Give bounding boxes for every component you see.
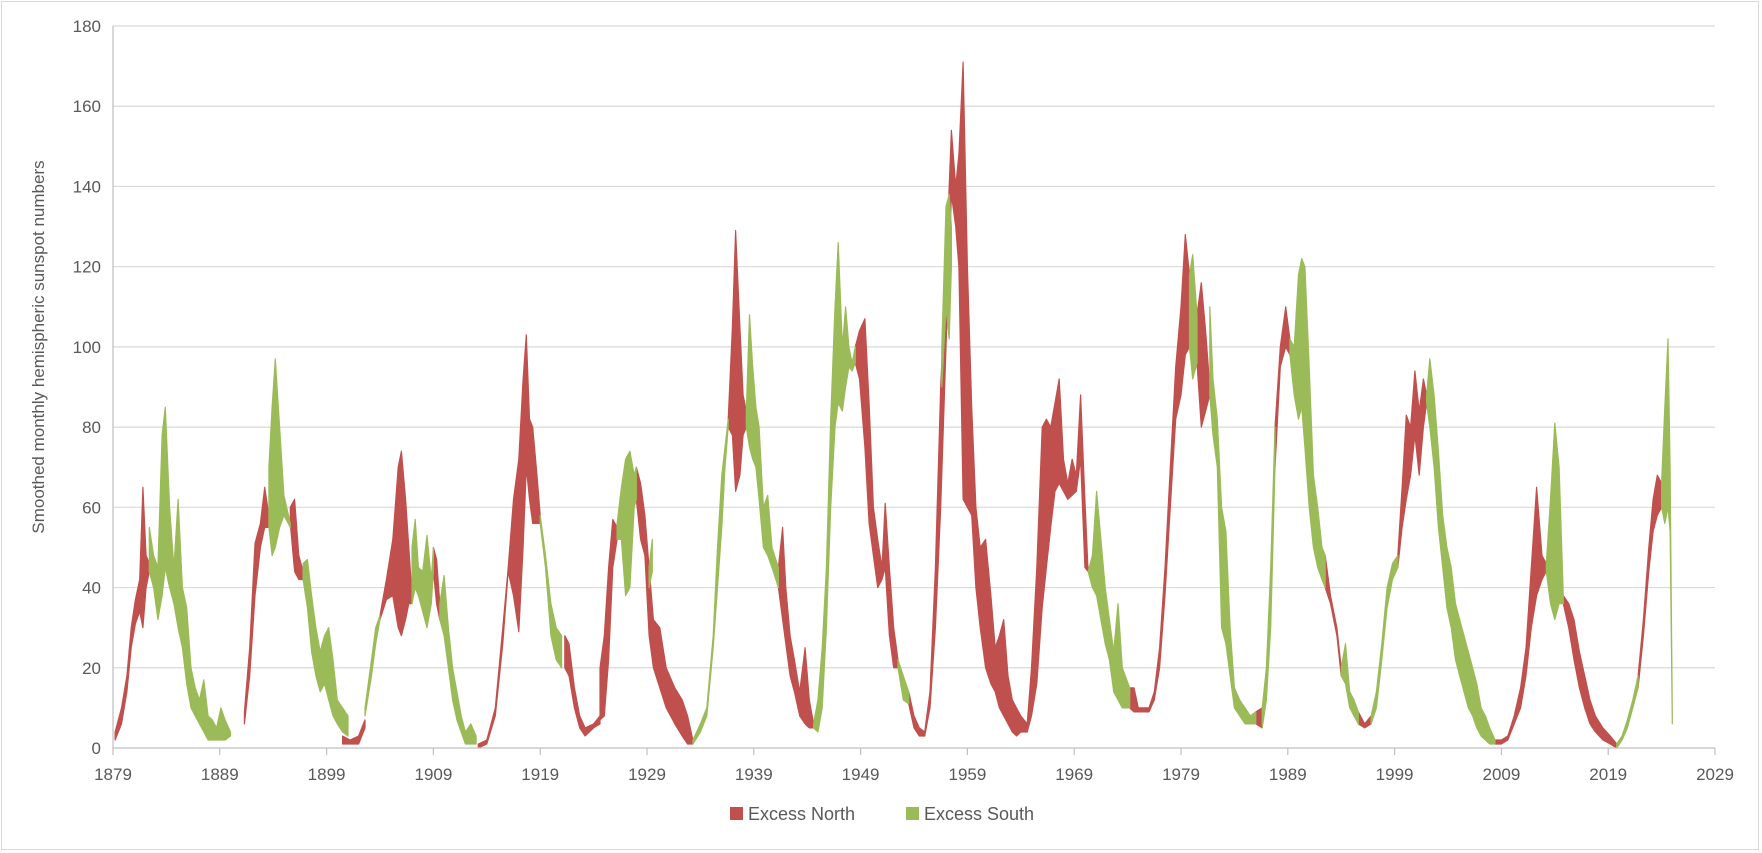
x-tick-label: 1909 xyxy=(414,765,452,784)
excess-north-band xyxy=(1494,735,1509,745)
excess-south-band xyxy=(1087,490,1131,709)
y-tick-label: 140 xyxy=(73,177,101,196)
x-tick-label: 1959 xyxy=(948,765,986,784)
excess-south-series xyxy=(148,193,1673,749)
excess-north-band xyxy=(599,518,618,721)
x-tick-label: 1879 xyxy=(94,765,132,784)
excess-north-band xyxy=(908,691,926,737)
excess-south-band xyxy=(1616,675,1639,749)
excess-south-band xyxy=(692,418,729,745)
y-tick-label: 80 xyxy=(82,418,101,437)
excess-south-band xyxy=(1660,338,1673,725)
grid-lines xyxy=(113,25,1715,669)
excess-north-band xyxy=(564,635,601,737)
y-tick-label: 180 xyxy=(73,17,101,36)
y-tick-label: 100 xyxy=(73,338,101,357)
y-tick-label: 0 xyxy=(92,739,101,758)
y-tick-label: 120 xyxy=(73,258,101,277)
legend-swatch-south xyxy=(906,807,919,820)
x-tick-label: 1999 xyxy=(1376,765,1414,784)
excess-north-band xyxy=(243,486,270,725)
series-areas xyxy=(114,61,1673,749)
excess-north-band xyxy=(854,318,899,669)
excess-south-band xyxy=(539,514,563,669)
y-tick-label: 20 xyxy=(82,659,101,678)
excess-north-band xyxy=(1397,370,1428,569)
x-tick-label: 1979 xyxy=(1162,765,1200,784)
excess-south-band xyxy=(616,450,637,597)
y-tick-label: 40 xyxy=(82,579,101,598)
excess-south-band xyxy=(1188,254,1198,380)
legend-swatch-north xyxy=(730,807,743,820)
excess-north-band xyxy=(1274,306,1291,468)
excess-south-band xyxy=(812,242,856,733)
excess-north-band xyxy=(114,486,150,741)
excess-south-band xyxy=(1425,358,1496,745)
excess-north-band xyxy=(1507,486,1547,741)
excess-north-band xyxy=(289,498,304,581)
legend-label-north: Excess North xyxy=(748,804,855,824)
excess-south-band xyxy=(941,193,953,388)
excess-north-band xyxy=(477,334,541,749)
x-tick-label: 1899 xyxy=(308,765,346,784)
legend: Excess North Excess South xyxy=(730,804,1034,824)
excess-south-band xyxy=(897,659,910,705)
excess-north-band xyxy=(1196,282,1211,428)
excess-north-band xyxy=(342,719,366,745)
excess-north-band xyxy=(1357,711,1372,729)
x-tick-label: 1929 xyxy=(628,765,666,784)
x-tick-label: 1939 xyxy=(735,765,773,784)
excess-south-band xyxy=(302,558,349,737)
excess-south-band xyxy=(1261,426,1276,729)
excess-south-band xyxy=(1545,422,1564,621)
y-axis-title: Smoothed monthly hemispheric sunspot num… xyxy=(29,160,48,533)
excess-south-band xyxy=(364,614,381,717)
excess-north-band xyxy=(727,230,747,492)
excess-north-band xyxy=(1562,594,1618,749)
excess-south-band xyxy=(268,358,291,557)
y-tick-label: 60 xyxy=(82,498,101,517)
excess-north-band xyxy=(379,450,413,637)
excess-north-band xyxy=(1129,687,1150,713)
excess-south-band xyxy=(1289,258,1326,589)
x-tick-label: 1989 xyxy=(1269,765,1307,784)
excess-south-band xyxy=(411,518,434,629)
axes: 0 20 40 60 80 100 120 140 160 180 1879 1889 1899 1909… xyxy=(73,17,1734,784)
excess-north-band xyxy=(1324,554,1342,677)
excess-north-band xyxy=(924,61,1028,737)
excess-south-band xyxy=(148,406,232,741)
excess-north-band xyxy=(432,546,441,621)
excess-south-band xyxy=(439,574,477,745)
x-tick-label: 1889 xyxy=(201,765,239,784)
x-tick-label: 1969 xyxy=(1055,765,1093,784)
excess-north-band xyxy=(777,526,815,729)
excess-north-band xyxy=(1026,378,1089,733)
x-tick-label: 1949 xyxy=(842,765,880,784)
excess-south-band xyxy=(1209,306,1257,725)
excess-south-band xyxy=(1340,643,1359,725)
excess-north-band xyxy=(635,466,694,745)
x-tick-label: 1919 xyxy=(521,765,559,784)
y-tick-label: 160 xyxy=(73,97,101,116)
excess-south-band xyxy=(648,538,653,589)
x-tick-label: 2029 xyxy=(1696,765,1734,784)
excess-north-band xyxy=(1148,234,1191,713)
excess-south-band xyxy=(745,314,780,589)
legend-label-south: Excess South xyxy=(924,804,1034,824)
x-tick-label: 2009 xyxy=(1482,765,1520,784)
x-tick-label: 2019 xyxy=(1589,765,1627,784)
excess-north-band xyxy=(1255,707,1263,729)
excess-south-band xyxy=(1370,554,1399,725)
